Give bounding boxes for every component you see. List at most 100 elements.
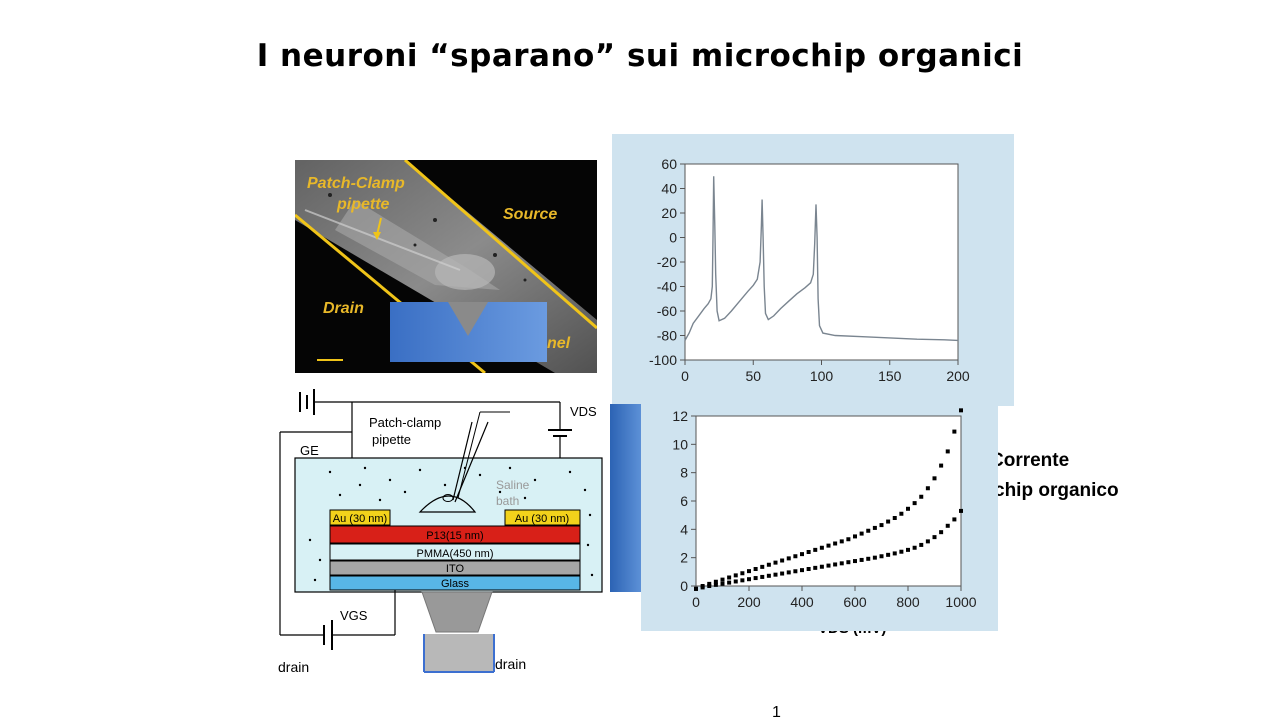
schematic-label-vds: VDS: [570, 404, 597, 419]
iv-series-0-point-3: [713, 579, 718, 584]
schematic-label-drain-right: drain: [495, 656, 526, 672]
iv-series-0-point-15: [793, 554, 798, 559]
iv-y-tick-label-0: 0: [680, 578, 688, 594]
iv-series-0-point-24: [853, 534, 857, 539]
iv-curve-chart: 0 200 400 600 800 1000 0 2 4 6 8 10 12: [672, 408, 976, 610]
iv-series-1-point-9: [753, 576, 758, 581]
action-potential-chart: 0 50 100 150 200 -100 -80 -60 -40 -20 0 20 40 60: [649, 156, 970, 384]
iv-series-0-point-31: [899, 511, 904, 516]
iv-series-1-point-20: [826, 563, 831, 568]
photo-label-pipette: pipette: [337, 196, 390, 213]
iv-series-1-point-24: [853, 559, 857, 564]
iv-series-1-point-31: [899, 549, 904, 554]
iv-series-1-point-29: [886, 552, 891, 557]
iv-series-0-point-22: [839, 539, 844, 544]
iv-series-1-point-35: [925, 539, 930, 544]
ap-series-line-0: [684, 176, 959, 342]
iv-series-0-point-20: [826, 543, 831, 548]
slide-title: I neuroni “sparano” sui microchip organi…: [256, 38, 1024, 74]
iv-series-0-point-40: [959, 408, 963, 413]
iv-series-1-point-8: [747, 577, 751, 582]
schematic-label-ge: GE: [300, 443, 319, 458]
iv-series-1-point-6: [733, 579, 738, 584]
iv-series-0-point-8: [747, 569, 751, 574]
iv-series-0-point-21: [833, 541, 838, 546]
iv-series-1-point-27: [872, 555, 877, 560]
iv-series-1-point-4: [720, 581, 725, 586]
photo-label-patch-clamp: Patch-Clamp: [307, 175, 405, 192]
iv-y-tick-label-2: 4: [680, 521, 688, 537]
photo-label-drain: Drain: [323, 300, 364, 317]
layer-pmma: PMMA(450 nm): [416, 548, 493, 560]
iv-series-1-point-14: [786, 570, 791, 575]
ap-x-tick-label-1: 50: [745, 368, 761, 384]
iv-series-0-point-7: [740, 571, 745, 576]
iv-x-tick-label-5: 1000: [945, 594, 976, 610]
iv-series-1-point-12: [773, 572, 778, 577]
iv-series-1-point-13: [780, 571, 785, 576]
iv-series-0-point-25: [859, 531, 864, 536]
iv-x-tick-label-1: 200: [737, 594, 761, 610]
ap-y-tick-label-4: -20: [657, 254, 677, 270]
iv-series-1-point-28: [879, 554, 884, 559]
microscope-photo: Patch-Clamp pipette Source Drain nel: [295, 160, 597, 373]
iv-y-tick-label-6: 12: [672, 408, 688, 424]
channel-notch-icon: [448, 302, 488, 336]
schematic-label-patch-clamp: Patch-clamp: [369, 415, 441, 430]
iv-series-1-point-36: [932, 535, 937, 540]
iv-series-0-point-37: [939, 463, 944, 468]
iv-series-1-point-0: [694, 586, 698, 591]
iv-x-tick-label-3: 600: [843, 594, 867, 610]
iv-series-1-point-22: [839, 561, 844, 566]
ap-x-tick-label-4: 200: [946, 368, 970, 384]
iv-series-1-point-7: [740, 578, 745, 583]
ap-plot-area: [684, 163, 959, 361]
iv-series-0-point-30: [892, 516, 897, 520]
ap-x-tick-label-0: 0: [681, 368, 689, 384]
ap-y-tick-label-8: 60: [661, 156, 677, 172]
ap-y-tick-label-7: 40: [661, 181, 677, 197]
side-text-line1: Corrente: [990, 450, 1070, 471]
layer-au-left: Au (30 nm): [333, 513, 387, 525]
iv-series-1-point-11: [766, 573, 771, 578]
iv-series-1-point-19: [819, 564, 824, 569]
schematic-label-pipette: pipette: [372, 432, 411, 447]
iv-series-0-point-26: [866, 528, 871, 533]
iv-series-0-point-11: [766, 562, 771, 567]
iv-series-0-point-13: [780, 558, 785, 563]
iv-series-0-point-28: [879, 523, 884, 528]
iv-series-1-point-23: [846, 560, 851, 565]
iv-series-1-point-25: [859, 557, 864, 562]
photo-label-channel: nel: [547, 335, 571, 352]
iv-series-0-point-29: [886, 519, 891, 524]
iv-series-0-point-5: [727, 575, 732, 580]
iv-y-tick-label-1: 2: [680, 550, 688, 566]
iv-series-0-point-32: [906, 506, 910, 511]
iv-series-0-point-34: [919, 494, 924, 499]
iv-series-0-point-2: [707, 581, 712, 586]
iv-series-1-point-21: [833, 562, 838, 567]
schematic-label-bath: bath: [496, 494, 519, 508]
layer-glass: Glass: [441, 578, 470, 590]
iv-series-1-point-38: [945, 523, 950, 528]
iv-series-0-point-16: [800, 552, 804, 557]
gradient-bar: [610, 404, 642, 592]
iv-series-1-point-30: [892, 551, 897, 556]
iv-series-1-point-26: [866, 556, 871, 561]
iv-series-0-point-33: [912, 501, 917, 506]
iv-series-0-point-9: [753, 567, 758, 571]
iv-series-1-point-1: [700, 585, 705, 590]
iv-series-1-point-40: [959, 508, 963, 513]
layer-au-right: Au (30 nm): [515, 513, 569, 525]
schematic-label-vgs: VGS: [340, 608, 368, 623]
iv-plot-area: [695, 415, 962, 587]
schematic-label-drain-left: drain: [278, 659, 309, 675]
iv-series-1-point-2: [707, 584, 712, 588]
iv-series-0-point-38: [945, 449, 950, 454]
iv-series-1-point-3: [713, 582, 718, 587]
iv-series-1-point-15: [793, 569, 798, 574]
iv-x-tick-label-4: 800: [896, 594, 920, 610]
iv-series-1-point-16: [800, 568, 804, 573]
ap-y-tick-label-0: -100: [649, 352, 677, 368]
iv-x-tick-label-0: 0: [692, 594, 700, 610]
